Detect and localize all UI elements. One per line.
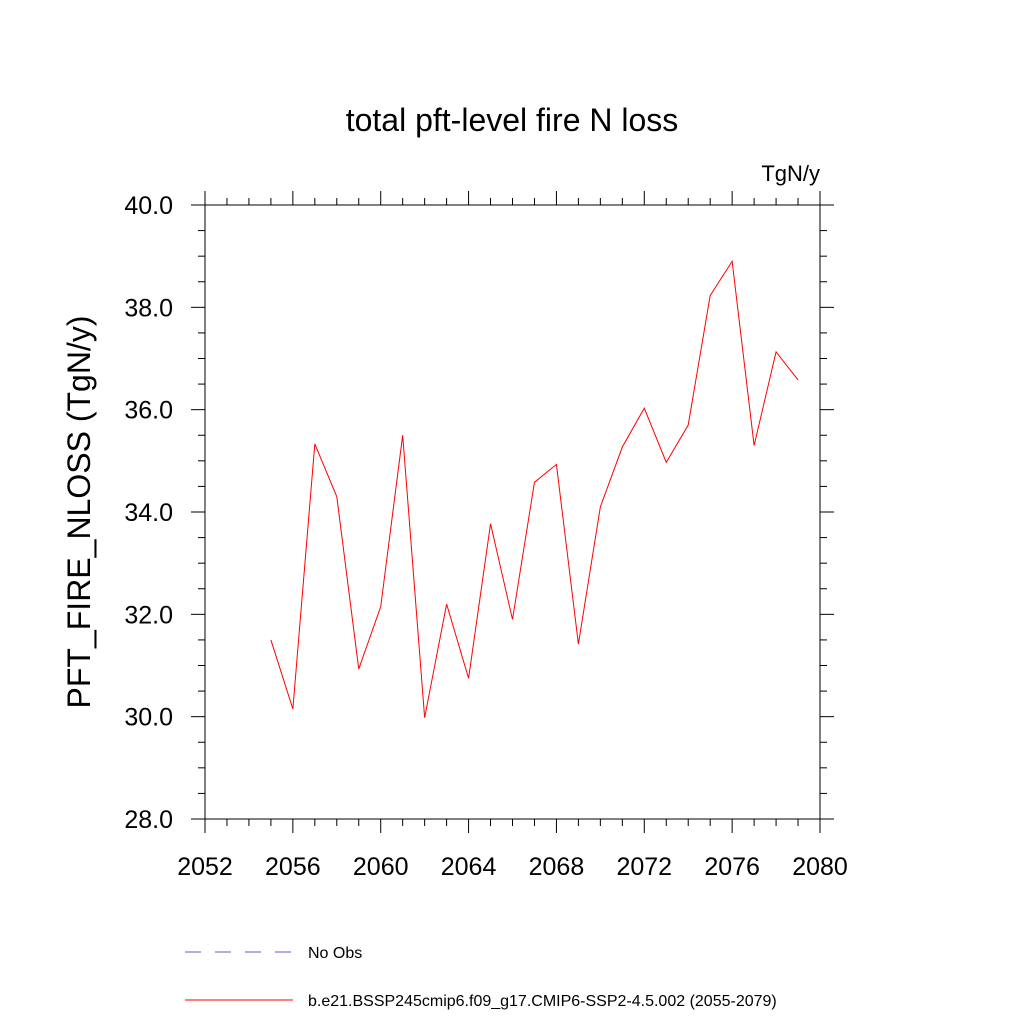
x-tick-label: 2080 <box>792 853 848 881</box>
y-axis-ticks: 28.0 30.0 32.0 34.0 36.0 38.0 40.0 <box>124 192 834 834</box>
x-tick-label: 2076 <box>704 853 760 881</box>
x-tick-label: 2068 <box>529 853 585 881</box>
x-axis-ticks: 2052 2056 2060 2064 2068 2072 2076 2080 <box>177 191 848 881</box>
plot-frame <box>204 204 821 820</box>
legend-label: b.e21.BSSP245cmip6.f09_g17.CMIP6-SSP2-4.… <box>308 993 777 1010</box>
x-tick-label: 2072 <box>616 853 672 881</box>
chart-title: total pft-level fire N loss <box>346 102 679 138</box>
y-tick-label: 38.0 <box>124 294 173 322</box>
y-tick-label: 32.0 <box>124 601 173 629</box>
x-tick-label: 2060 <box>353 853 409 881</box>
y-tick-label: 36.0 <box>124 397 173 425</box>
y-tick-label: 30.0 <box>124 704 173 732</box>
units-label: TgN/y <box>761 161 820 186</box>
x-tick-label: 2052 <box>177 853 233 881</box>
axes <box>204 204 821 820</box>
series-line-0 <box>270 259 799 718</box>
y-tick-label: 28.0 <box>124 806 173 834</box>
y-axis-label: PFT_FIRE_NLOSS (TgN/y) <box>61 316 97 709</box>
legend-label: No Obs <box>308 945 362 962</box>
series-layer <box>270 259 799 718</box>
legend: No Obs b.e21.BSSP245cmip6.f09_g17.CMIP6-S… <box>185 945 777 1010</box>
y-tick-label: 34.0 <box>124 499 173 527</box>
x-tick-label: 2064 <box>441 853 497 881</box>
y-tick-label: 40.0 <box>124 192 173 220</box>
x-tick-label: 2056 <box>265 853 321 881</box>
